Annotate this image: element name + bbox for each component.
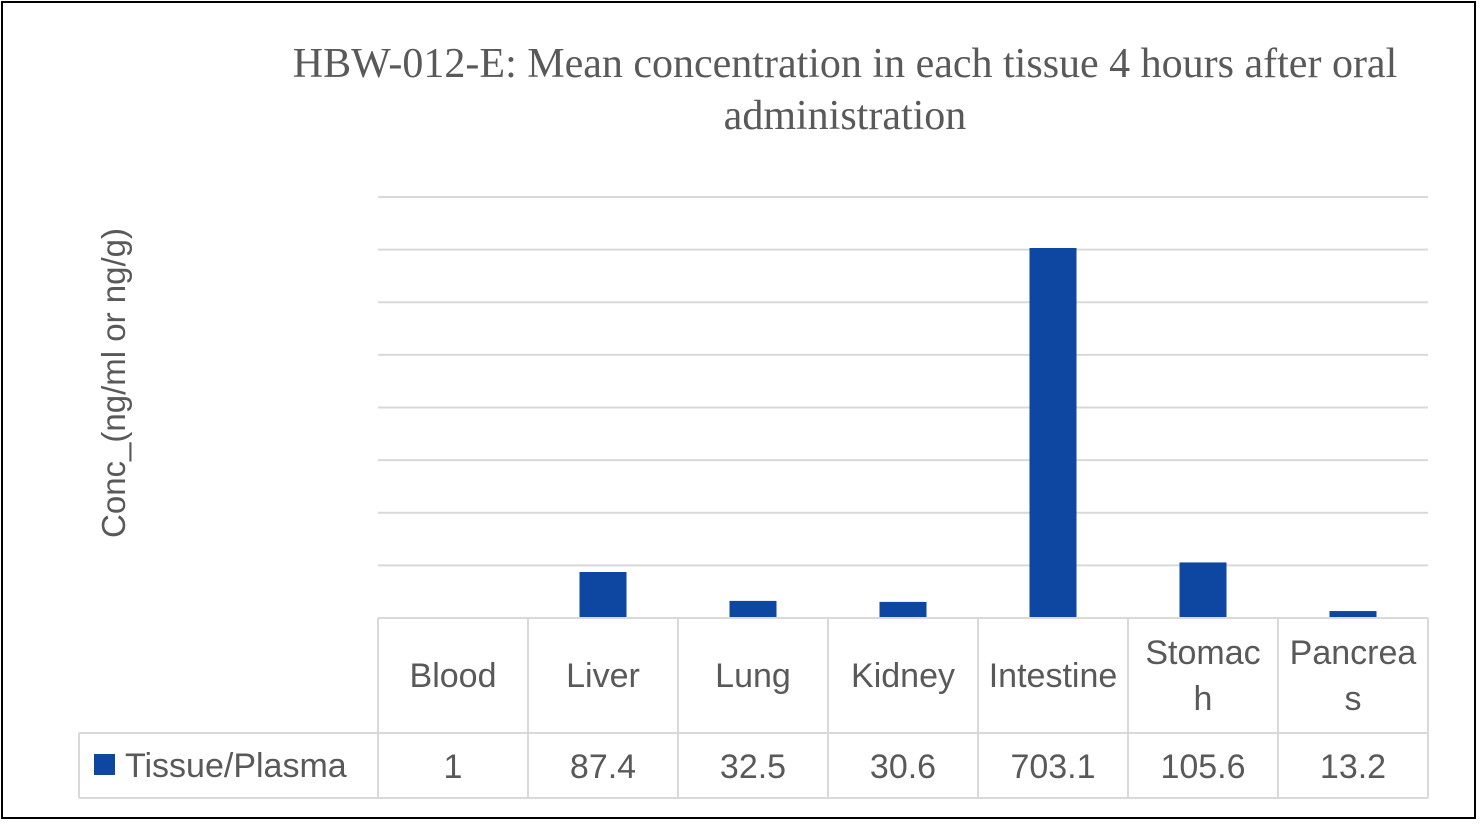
value-label: 1 [444,748,463,786]
category-label: Pancrea [1290,634,1417,672]
legend-swatch [94,754,115,775]
bar [579,572,627,618]
value-label: 13.2 [1320,748,1386,786]
bar [879,601,927,618]
bar [1329,611,1377,618]
category-label: Intestine [989,657,1118,695]
category-label: Liver [566,657,640,695]
value-label: 30.6 [870,748,936,786]
value-label: 87.4 [570,748,636,786]
category-label: Kidney [851,657,955,695]
category-label: h [1194,680,1213,718]
value-label: 32.5 [720,748,786,786]
chart-title: HBW-012-E: Mean concentration in each ti… [292,41,1398,139]
category-label: Stomac [1145,634,1260,672]
bar [729,600,777,618]
value-label: 105.6 [1160,748,1245,786]
bar [1029,247,1077,618]
category-label: Lung [715,657,791,695]
bar [1179,562,1227,618]
category-label: s [1345,680,1362,718]
category-label: Blood [410,657,497,695]
value-label: 703.1 [1010,748,1095,786]
legend-label: Tissue/Plasma [125,747,347,785]
